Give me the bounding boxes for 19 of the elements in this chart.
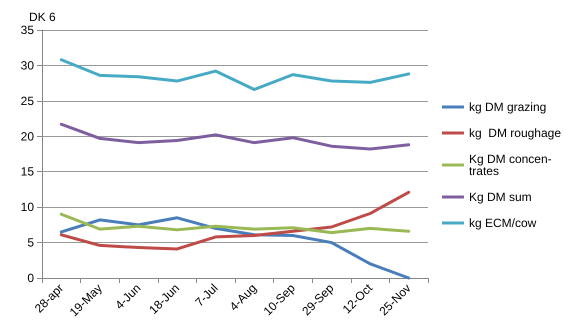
legend-label: Kg DM concen- trates [468, 152, 552, 178]
y-tick-label: 5 [27, 236, 34, 250]
y-tick-label: 25 [20, 94, 34, 108]
legend-label: Kg DM sum [468, 190, 532, 204]
legend-label: kg DM grazing [468, 100, 546, 114]
y-tick-label: 35 [20, 23, 34, 37]
line-series [60, 58, 410, 92]
legend-label: kg DM roughage [468, 126, 562, 140]
legend-label: kg ECM/cow [468, 216, 537, 230]
line-series [60, 122, 410, 151]
chart-title: DK 6 [29, 10, 56, 24]
y-tick-label: 20 [20, 129, 34, 144]
line-series [60, 190, 410, 250]
y-tick-label: 0 [27, 271, 34, 285]
line-series [60, 212, 410, 234]
y-tick-label: 15 [20, 164, 34, 179]
y-tick-label: 10 [20, 200, 34, 214]
line-series [60, 216, 410, 280]
y-tick-label: 30 [20, 58, 34, 72]
